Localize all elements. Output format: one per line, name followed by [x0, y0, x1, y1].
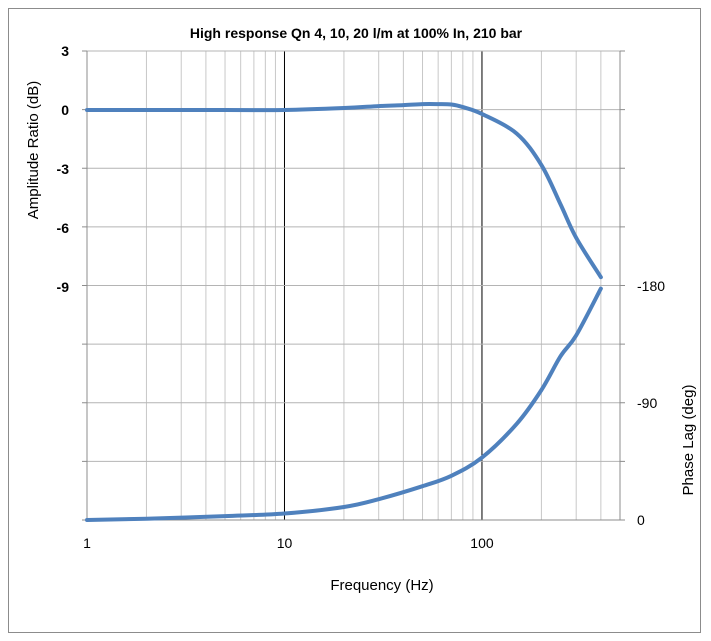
grid — [87, 50, 621, 521]
y-right-tick-label: -90 — [637, 395, 657, 411]
y-left-tick-label: -3 — [57, 161, 70, 177]
x-axis-label: Frequency (Hz) — [330, 577, 433, 594]
y-left-tick-label: 0 — [61, 102, 69, 118]
amplitude-series-line — [85, 102, 603, 280]
phase-series-line — [85, 286, 603, 522]
series-group — [85, 102, 603, 522]
x-tick-label: 1 — [83, 535, 91, 551]
y-left-tick-label: -9 — [57, 279, 70, 295]
y-right-tick-label: 0 — [637, 512, 645, 528]
y-left-tick-label: -6 — [57, 220, 70, 236]
y-right-tick-label: -180 — [637, 278, 665, 294]
y-left-tick-label: 3 — [61, 43, 69, 59]
y-axis-right-label: Phase Lag (deg) — [680, 385, 697, 496]
x-tick-label: 100 — [470, 535, 494, 551]
x-tick-label: 10 — [277, 535, 293, 551]
tick-labels: 1 10 100 3 0 -3 -6 -9 -180 -90 0 — [57, 43, 666, 551]
axes — [82, 50, 625, 521]
y-axis-left-label: Amplitude Ratio (dB) — [25, 81, 42, 219]
chart-title: High response Qn 4, 10, 20 l/m at 100% I… — [190, 25, 523, 41]
